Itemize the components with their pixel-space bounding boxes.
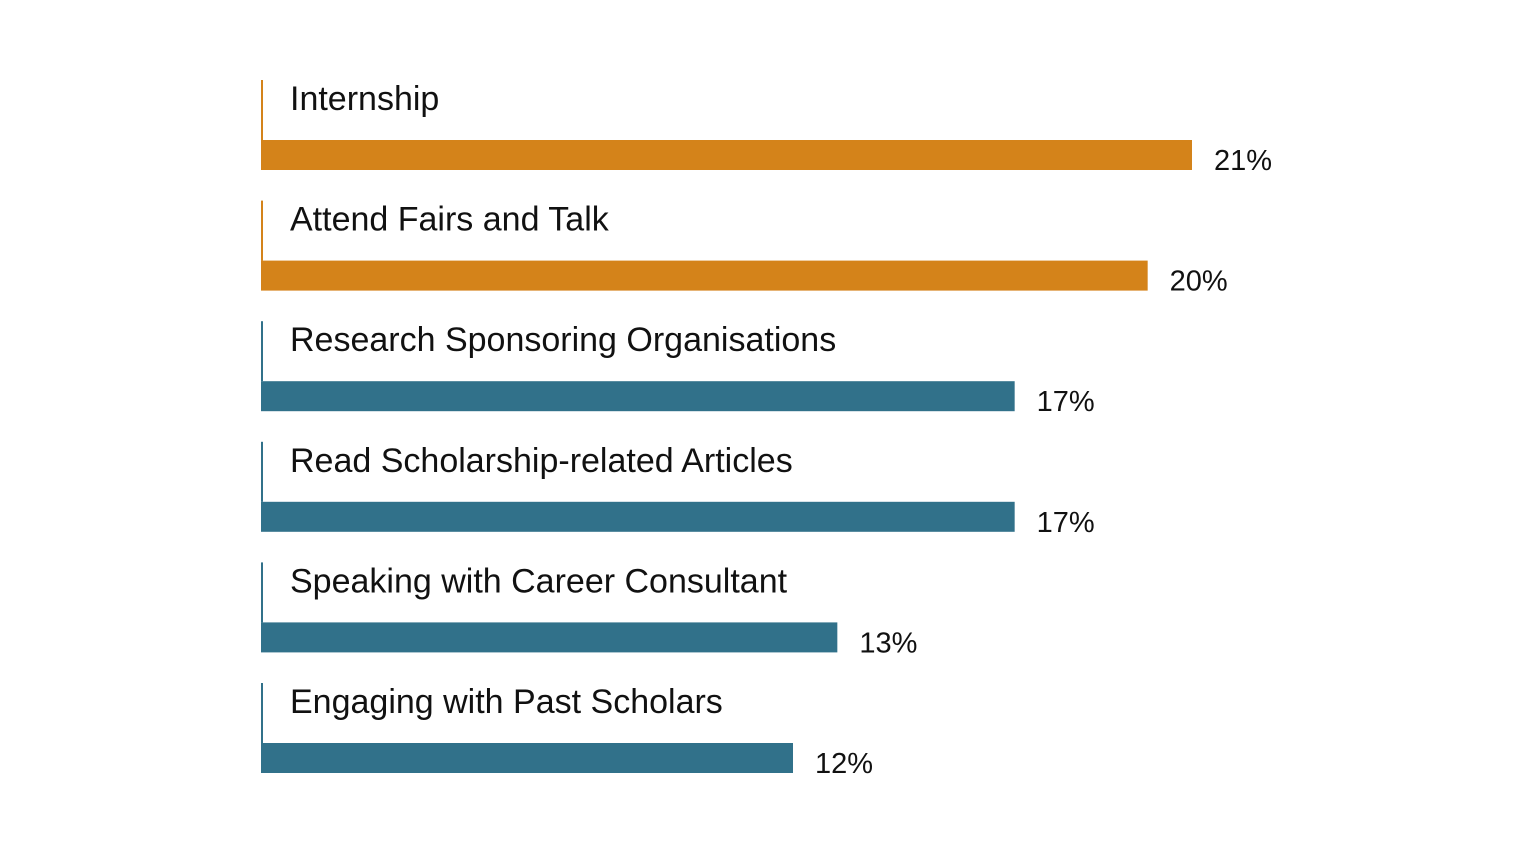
bar xyxy=(261,381,1015,412)
bar xyxy=(261,622,838,653)
value-label: 20% xyxy=(1170,266,1228,298)
bar xyxy=(261,140,1192,170)
category-label: Speaking with Career Consultant xyxy=(290,562,788,600)
value-label: 17% xyxy=(1037,386,1095,418)
category-label: Internship xyxy=(290,80,439,118)
category-label: Read Scholarship-related Articles xyxy=(290,442,793,480)
category-label: Attend Fairs and Talk xyxy=(290,201,610,239)
value-label: 21% xyxy=(1214,145,1272,177)
value-label: 17% xyxy=(1037,507,1095,539)
category-label: Research Sponsoring Organisations xyxy=(290,321,836,359)
bar xyxy=(261,743,793,773)
value-label: 13% xyxy=(859,627,917,659)
category-label: Engaging with Past Scholars xyxy=(290,683,723,721)
bar-rows: Internship 21% Attend Fairs and Talk 20% Res… xyxy=(261,80,1272,780)
bar xyxy=(261,501,1015,532)
bar xyxy=(261,260,1148,291)
value-label: 12% xyxy=(815,748,873,780)
